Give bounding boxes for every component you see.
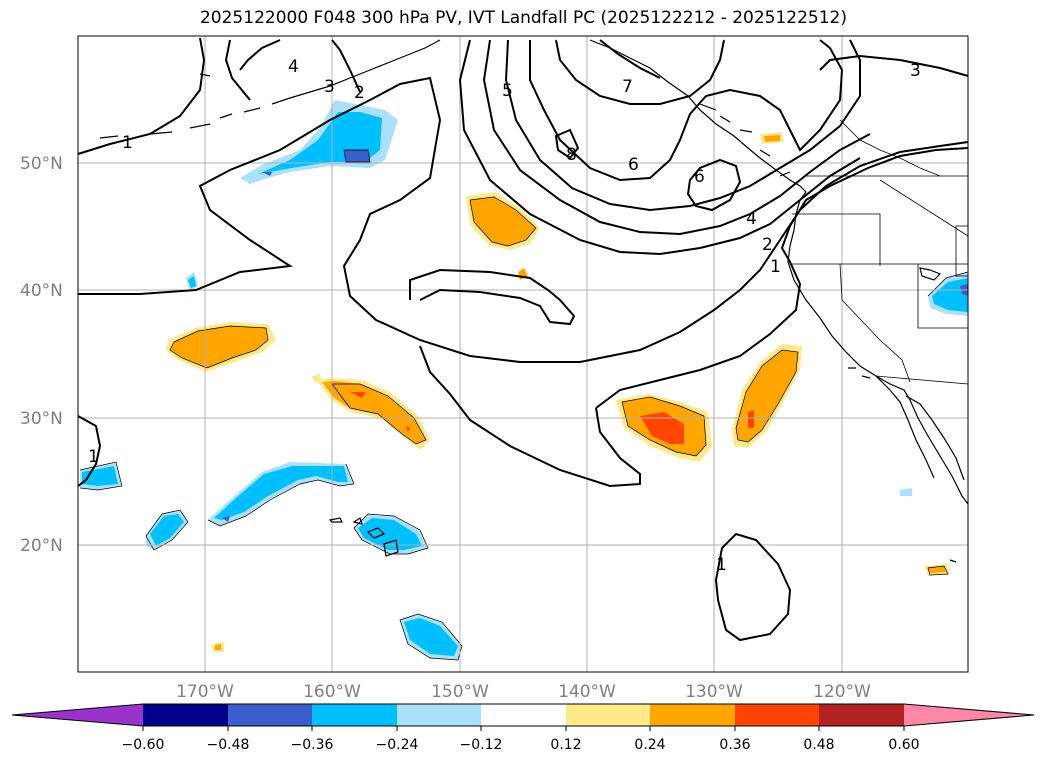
lon-label: 170°W [176,682,234,702]
colorbar-tick-label: 0.36 [719,737,750,753]
lat-label: 30°N [20,409,63,429]
latitude-labels: 50°N 40°N 30°N 20°N [20,154,63,556]
map-frame [77,35,969,673]
contour-label: 7 [622,77,633,97]
colorbar-segment [481,704,566,726]
colorbar-segment [397,704,481,726]
colorbar-segment [143,704,228,726]
colorbar-tick-label: −0.12 [460,737,503,753]
lon-label: 140°W [558,682,616,702]
colorbar: −0.60 −0.48 −0.36 −0.24 −0.12 0.12 0.24 … [11,703,1035,753]
lon-label: 120°W [813,682,871,702]
colorbar-segment [650,704,735,726]
colorbar-extend-high [904,704,1034,726]
colorbar-tick-label: 0.12 [550,737,581,753]
lon-label: 130°W [685,682,743,702]
pv-contour-1-south [595,147,969,409]
contour-label: 3 [324,77,335,97]
colorbar-segment [312,704,397,726]
pv-contour-1-north [77,37,206,155]
contour-label: 1 [770,257,781,277]
contour-label: 8 [566,145,577,165]
contour-label: 3 [910,61,921,81]
colorbar-segment [819,704,904,726]
contour-label: 1 [88,447,99,467]
lon-label: 160°W [303,682,361,702]
colorbar-tick-label: 0.60 [888,737,919,753]
contour-label: 5 [502,81,513,101]
colorbar-tick-label: 0.48 [803,737,834,753]
colorbar-extend-low [12,704,143,726]
pv-contours [77,37,969,642]
lon-label: 150°W [431,682,489,702]
contour-label: 4 [746,209,757,229]
lat-label: 20°N [20,536,63,556]
colorbar-segment [735,704,819,726]
contour-label: 2 [762,235,773,255]
colorbar-tick-label: −0.36 [291,737,334,753]
lat-label: 40°N [20,281,63,301]
contour-label: 6 [628,155,639,175]
map-title: 2025122000 F048 300 hPa PV, IVT Landfall… [199,8,847,28]
graticule [78,36,968,672]
colorbar-segment [566,704,650,726]
contour-label: 2 [354,83,365,103]
colorbar-tick-label: −0.24 [376,737,419,753]
lat-label: 50°N [20,154,63,174]
colorbar-segment [228,704,312,726]
contour-label: 1 [716,555,727,575]
map-panel: 4 3 2 1 5 7 8 6 6 4 2 1 3 1 1 [77,35,969,673]
contour-label: 1 [122,133,133,153]
contour-label: 4 [288,57,299,77]
colorbar-tick-label: −0.60 [122,737,165,753]
contour-label: 6 [694,167,705,187]
colorbar-tick-label: −0.48 [207,737,250,753]
pv-contour-labels: 4 3 2 1 5 7 8 6 6 4 2 1 3 1 1 [88,57,921,575]
colorbar-tick-label: 0.24 [634,737,665,753]
longitude-labels: 170°W 160°W 150°W 140°W 130°W 120°W [176,682,871,702]
colorbar-ticks [142,726,905,731]
